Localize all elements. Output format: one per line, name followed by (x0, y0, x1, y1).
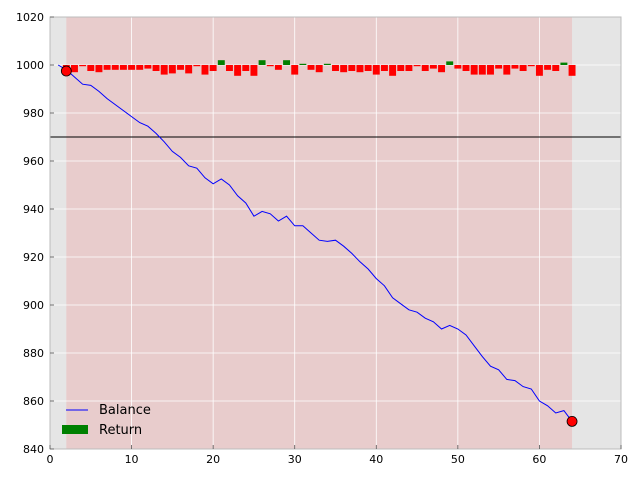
return-bar (348, 65, 356, 71)
return-bar (136, 65, 144, 70)
return-bar (201, 65, 209, 75)
return-bar (217, 60, 225, 65)
return-bar (168, 65, 176, 74)
x-tick-label: 50 (451, 453, 465, 466)
return-bar (454, 65, 462, 69)
return-bar (283, 60, 291, 65)
return-bar (397, 65, 405, 71)
return-bar (405, 65, 413, 71)
return-bar (119, 65, 127, 70)
return-bar (315, 65, 323, 73)
return-bar (185, 65, 193, 74)
return-bar (258, 60, 266, 65)
return-bar (332, 65, 339, 71)
return-bar (95, 65, 103, 73)
return-bars (62, 60, 576, 76)
return-bar (340, 65, 348, 73)
x-tick-label: 20 (206, 453, 220, 466)
return-bar (177, 65, 184, 70)
balance-line (57, 64, 573, 422)
return-bar (527, 65, 535, 67)
return-bar (380, 65, 388, 71)
return-bar (111, 65, 119, 70)
return-bar (144, 65, 152, 69)
marker-point (60, 65, 72, 77)
plot-frame (49, 16, 622, 450)
return-bar (234, 65, 242, 76)
return-bar (372, 65, 380, 75)
x-axis-ticks: 0 10 20 30 40 50 60 70 (47, 445, 628, 466)
return-bar (544, 65, 552, 70)
return-bar (421, 65, 429, 71)
return-bar (413, 65, 421, 67)
return-bar (446, 61, 454, 65)
return-bar (209, 65, 217, 71)
return-bar (250, 65, 258, 76)
return-bar (535, 65, 543, 76)
return-bar (495, 65, 503, 69)
y-tick-label: 900 (23, 299, 44, 312)
return-bar (87, 65, 95, 71)
y-tick-label: 920 (23, 251, 44, 264)
x-tick-label: 0 (47, 453, 54, 466)
return-bar (242, 65, 250, 71)
y-tick-label: 980 (23, 107, 44, 120)
y-tick-label: 960 (23, 155, 44, 168)
x-tick-label: 60 (532, 453, 546, 466)
y-tick-label: 880 (23, 347, 44, 360)
x-tick-label: 70 (614, 453, 628, 466)
y-tick-label: 940 (23, 203, 44, 216)
return-bar (79, 65, 87, 67)
legend-balance-label: Balance (99, 403, 151, 418)
y-tick-label: 1000 (16, 59, 44, 72)
return-bar (193, 65, 201, 67)
legend-return-swatch (62, 425, 88, 434)
return-bar (160, 65, 168, 75)
return-bar (429, 65, 437, 69)
return-bar (152, 65, 160, 71)
markers (60, 65, 578, 427)
return-bar (71, 65, 78, 73)
return-bar (568, 65, 576, 76)
y-axis-ticks: 840 860 880 900 920 940 960 980 1000 1020 (16, 11, 54, 456)
return-bar (128, 65, 136, 70)
return-bar (478, 65, 486, 75)
legend: Balance Return (62, 403, 151, 438)
marker-point (566, 415, 578, 427)
return-bar (307, 65, 315, 70)
return-bar (438, 65, 446, 73)
return-bar (552, 65, 560, 71)
return-bar (389, 65, 397, 76)
return-bar (266, 65, 274, 67)
y-tick-label: 860 (23, 395, 44, 408)
x-tick-label: 10 (125, 453, 139, 466)
return-bar (560, 62, 568, 65)
return-bar (291, 65, 299, 75)
x-tick-label: 40 (369, 453, 383, 466)
return-bar (364, 65, 372, 71)
shaded-region (66, 17, 573, 449)
return-bar (274, 65, 282, 70)
return-bar (462, 65, 470, 71)
return-bar (503, 65, 511, 75)
return-bar (470, 65, 478, 75)
return-bar (487, 65, 494, 75)
x-tick-label: 30 (288, 453, 302, 466)
return-bar (103, 65, 111, 70)
return-bar (323, 63, 331, 65)
legend-return-label: Return (99, 423, 142, 438)
return-bar (225, 65, 233, 71)
return-bar (511, 65, 519, 69)
return-bar (299, 63, 307, 65)
return-bar (356, 65, 364, 73)
y-tick-label: 1020 (16, 11, 44, 24)
y-tick-label: 840 (23, 443, 44, 456)
return-bar (519, 65, 527, 71)
